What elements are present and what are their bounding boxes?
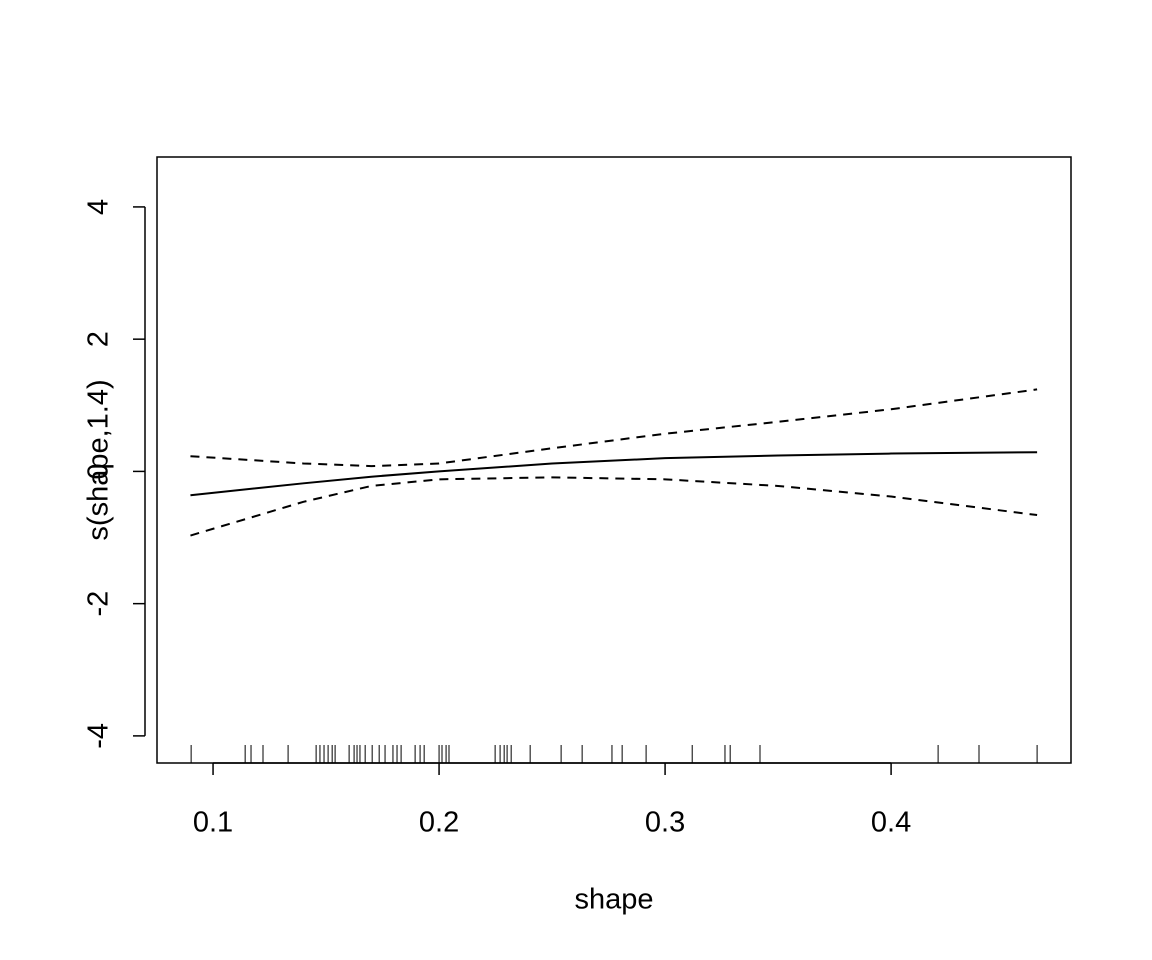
y-tick-label: 0: [83, 463, 115, 479]
y-axis-label: s(shape,1.4): [83, 379, 115, 540]
x-tick-label: 0.1: [193, 807, 233, 839]
y-tick-label: -4: [83, 723, 115, 749]
x-tick-label: 0.2: [419, 807, 459, 839]
y-tick-label: -2: [83, 591, 115, 617]
series-line: [190, 476, 1038, 537]
x-tick-label: 0.4: [871, 807, 911, 839]
y-tick-label: 2: [83, 331, 115, 347]
x-tick-label: 0.3: [645, 807, 685, 839]
series-line: [190, 388, 1038, 468]
series-line: [190, 451, 1038, 497]
x-axis-label: shape: [574, 884, 653, 916]
y-tick-label: 4: [83, 199, 115, 215]
